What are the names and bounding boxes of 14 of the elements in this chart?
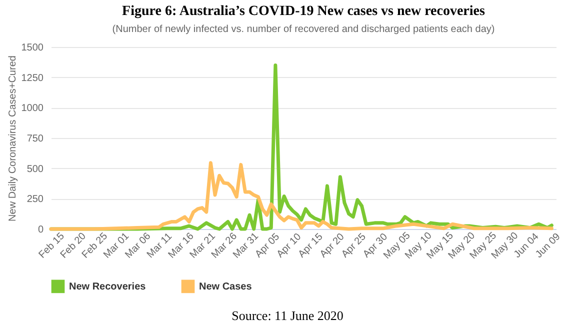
y-tick-label: 0 (38, 224, 44, 236)
source-note: Source: 11 June 2020 (230, 307, 344, 325)
chart-title: Figure 6: Australia’s COVID-19 New cases vs new recoveries (122, 4, 486, 19)
chart-subtitle: (Number of newly infected vs. number of recovered and discharged patients each day) (112, 24, 495, 35)
y-tick-label: 1500 (21, 42, 44, 54)
y-tick-label: 1250 (21, 72, 44, 84)
y-axis-title: New Daily Coronavirus Cases+Cured (7, 56, 18, 222)
y-tick-label: 500 (26, 164, 44, 175)
y-tick-label: 250 (26, 194, 44, 206)
y-tick-label: 1000 (21, 103, 44, 114)
legend-label: New Recoveries (69, 281, 146, 292)
y-tick-label: 750 (26, 134, 44, 144)
legend-label: New Cases (199, 281, 252, 292)
line-series (49, 161, 554, 231)
